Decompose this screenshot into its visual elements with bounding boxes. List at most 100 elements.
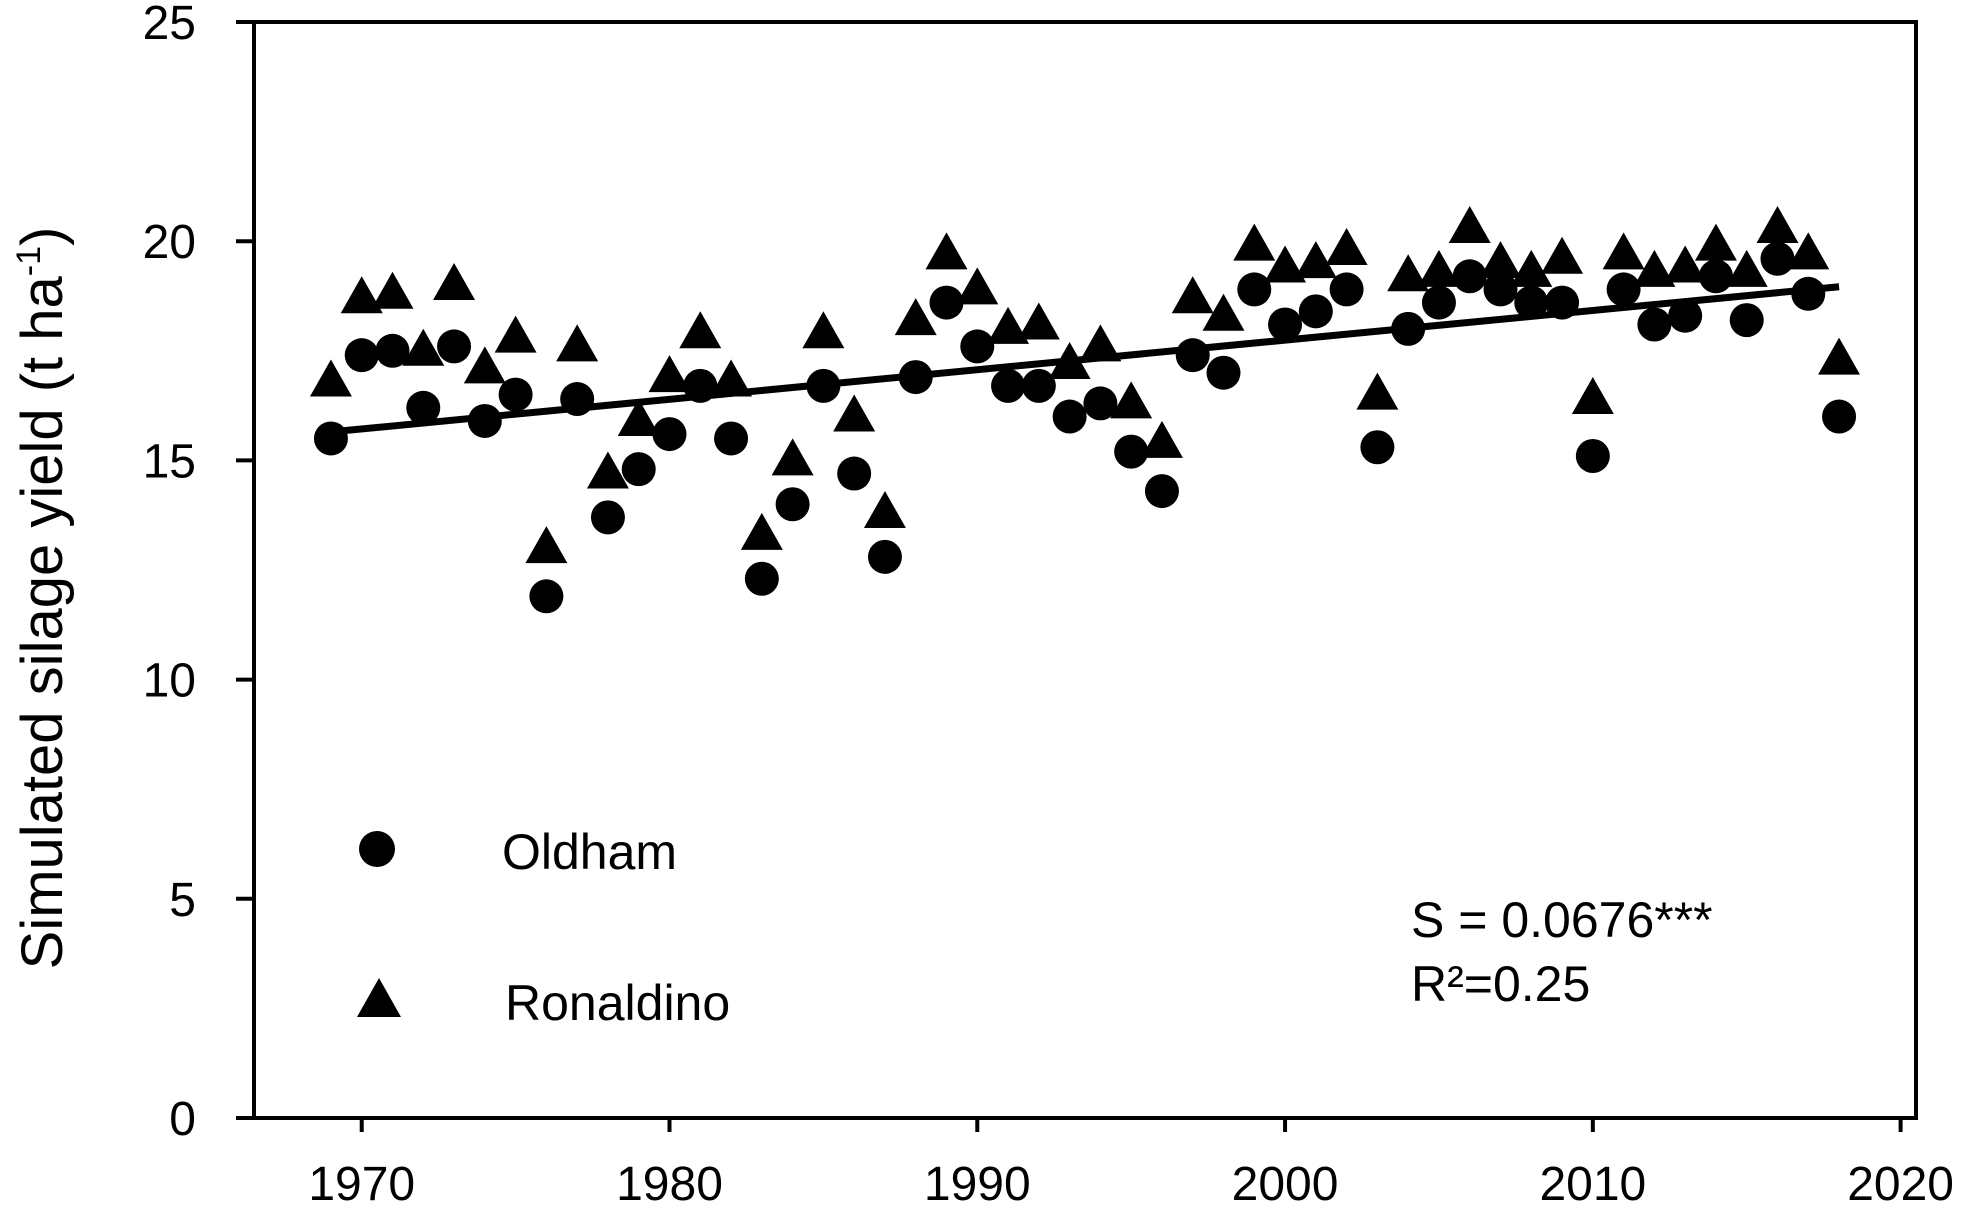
ronaldino-point <box>1633 249 1676 287</box>
oldham-point <box>560 382 595 417</box>
ronaldino-point <box>463 346 506 384</box>
ronaldino-point <box>956 267 999 305</box>
legend-ronaldino-marker <box>357 978 401 1017</box>
ronaldino-point <box>586 451 629 489</box>
x-tick-label: 1990 <box>924 1158 1031 1211</box>
oldham-point <box>991 368 1026 403</box>
legend-oldham-marker <box>359 831 395 867</box>
oldham-point <box>1391 311 1426 346</box>
oldham-point <box>1052 399 1087 434</box>
oldham-point <box>498 377 533 412</box>
y-axis-title-superscript: -1 <box>10 246 48 276</box>
oldham-point <box>621 452 656 487</box>
oldham-point <box>898 360 933 395</box>
ronaldino-point <box>833 394 876 432</box>
y-tick-label: 15 <box>143 435 196 488</box>
ronaldino-point <box>1510 249 1553 287</box>
ronaldino-point <box>648 355 691 393</box>
oldham-point <box>1083 386 1118 421</box>
ronaldino-point <box>402 328 445 366</box>
y-tick-label: 5 <box>169 874 196 927</box>
oldham-point <box>1452 259 1487 294</box>
r-squared-annotation: R²=0.25 <box>1411 956 1590 1012</box>
oldham-point <box>467 403 502 438</box>
oldham-point <box>1514 285 1549 320</box>
ronaldino-point <box>525 526 568 564</box>
ronaldino-point <box>1664 245 1707 283</box>
oldham-point <box>1760 241 1795 276</box>
oldham-point <box>1360 430 1395 465</box>
oldham-point <box>375 333 410 368</box>
oldham-point <box>929 285 964 320</box>
oldham-point <box>437 329 472 364</box>
ronaldino-point <box>1756 206 1799 244</box>
ronaldino-point <box>1264 245 1307 283</box>
oldham-point <box>1606 272 1641 307</box>
ronaldino-point <box>987 306 1030 344</box>
slope-annotation: S = 0.0676*** <box>1411 892 1713 948</box>
ronaldino-point <box>894 298 937 336</box>
oldham-point <box>1298 294 1333 329</box>
ronaldino-point <box>494 315 537 353</box>
ronaldino-point <box>1140 420 1183 458</box>
oldham-point <box>1729 303 1764 338</box>
oldham-point <box>1237 272 1272 307</box>
ronaldino-point <box>1325 227 1368 265</box>
oldham-point <box>714 421 749 456</box>
oldham-point <box>1575 439 1610 474</box>
ronaldino-point <box>1110 381 1153 419</box>
ronaldino-point <box>340 276 383 314</box>
ronaldino-point <box>1602 232 1645 270</box>
y-axis-title-suffix: ) <box>10 227 75 246</box>
data-points <box>309 206 1861 614</box>
oldham-point <box>313 421 348 456</box>
ronaldino-point <box>1448 206 1491 244</box>
oldham-point <box>775 487 810 522</box>
ronaldino-point <box>1171 276 1214 314</box>
ronaldino-point <box>1694 223 1737 261</box>
y-tick-label: 0 <box>169 1093 196 1146</box>
legend: Oldham Ronaldino <box>357 824 730 1031</box>
regression-annotation: S = 0.0676*** R²=0.25 <box>1411 892 1713 1012</box>
oldham-point <box>1268 307 1303 342</box>
x-tick-label: 1970 <box>308 1158 415 1211</box>
ronaldino-point <box>1787 232 1830 270</box>
x-tick-label: 1980 <box>616 1158 723 1211</box>
ronaldino-point <box>863 491 906 529</box>
ronaldino-point <box>1233 223 1276 261</box>
oldham-point <box>683 368 718 403</box>
legend-ronaldino-label: Ronaldino <box>505 975 730 1031</box>
ronaldino-point <box>556 324 599 362</box>
y-tick-label: 10 <box>143 655 196 708</box>
ronaldino-point <box>771 438 814 476</box>
ronaldino-point <box>433 263 476 301</box>
ronaldino-point <box>1725 249 1768 287</box>
legend-oldham-label: Oldham <box>502 824 677 880</box>
ronaldino-point <box>1479 241 1522 279</box>
x-tick-label: 2000 <box>1232 1158 1339 1211</box>
oldham-point <box>867 539 902 574</box>
oldham-point <box>1791 276 1826 311</box>
oldham-point <box>406 390 441 425</box>
ronaldino-point <box>1294 241 1337 279</box>
oldham-point <box>1206 355 1241 390</box>
ronaldino-point <box>1818 337 1861 375</box>
oldham-point <box>1329 272 1364 307</box>
ronaldino-point <box>1202 293 1245 331</box>
oldham-point <box>1698 259 1733 294</box>
plot-area-frame <box>252 20 1918 1120</box>
oldham-point <box>1637 307 1672 342</box>
ronaldino-point <box>802 311 845 349</box>
ronaldino-point <box>740 512 783 550</box>
oldham-point <box>837 456 872 491</box>
oldham-point <box>590 500 625 535</box>
y-tick-label: 25 <box>143 0 196 50</box>
ronaldino-point <box>1571 377 1614 415</box>
ronaldino-point <box>1417 249 1460 287</box>
ronaldino-point <box>925 232 968 270</box>
oldham-point <box>1114 434 1149 469</box>
oldham-point <box>744 561 779 596</box>
oldham-point <box>1483 272 1518 307</box>
oldham-point <box>1545 285 1580 320</box>
